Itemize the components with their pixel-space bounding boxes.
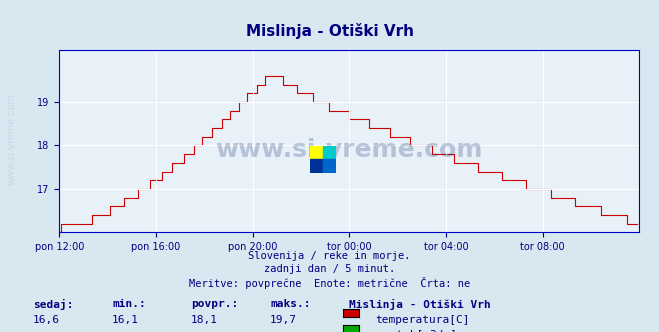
Text: Mislinja - Otiški Vrh: Mislinja - Otiški Vrh [246,23,413,39]
Text: povpr.:: povpr.: [191,299,239,309]
Bar [310,159,323,173]
Text: 18,1: 18,1 [191,315,218,325]
Text: -nan: -nan [112,330,139,332]
Text: Meritve: povprečne  Enote: metrične  Črta: ne: Meritve: povprečne Enote: metrične Črta:… [189,277,470,289]
Text: www.si-vreme.com: www.si-vreme.com [7,93,16,186]
Bar [323,146,336,159]
Text: www.si-vreme.com: www.si-vreme.com [215,138,483,162]
Text: Slovenija / reke in morje.: Slovenija / reke in morje. [248,251,411,261]
Text: min.:: min.: [112,299,146,309]
Text: 16,1: 16,1 [112,315,139,325]
Text: zadnji dan / 5 minut.: zadnji dan / 5 minut. [264,264,395,274]
Text: -nan: -nan [33,330,60,332]
Text: maks.:: maks.: [270,299,310,309]
Text: 16,6: 16,6 [33,315,60,325]
Bar [323,159,336,173]
Text: pretok[m3/s]: pretok[m3/s] [376,330,457,332]
Text: Mislinja - Otiški Vrh: Mislinja - Otiški Vrh [349,299,491,310]
Text: sedaj:: sedaj: [33,299,73,310]
Bar [310,146,323,159]
Text: -nan: -nan [270,330,297,332]
Text: 19,7: 19,7 [270,315,297,325]
Text: -nan: -nan [191,330,218,332]
Text: temperatura[C]: temperatura[C] [376,315,470,325]
